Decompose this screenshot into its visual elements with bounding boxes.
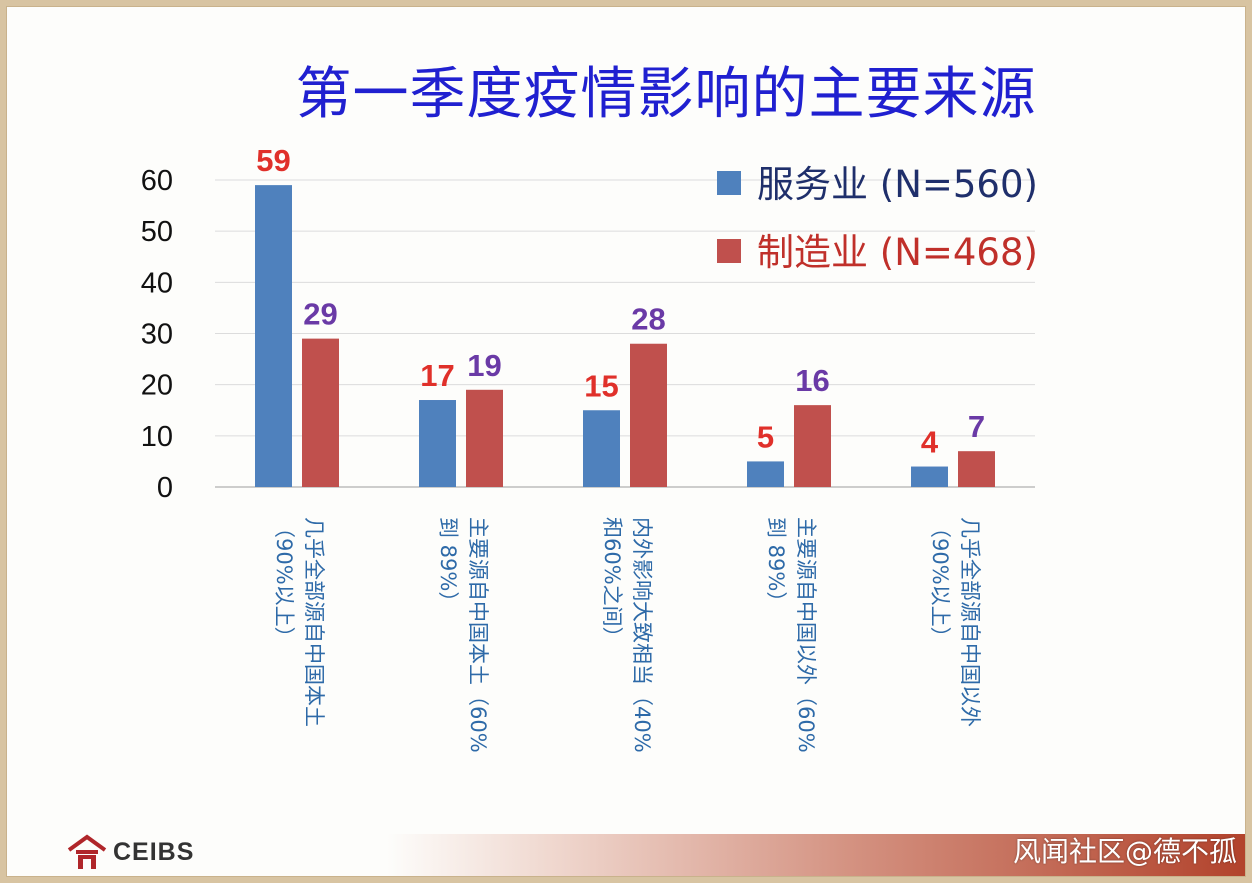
ceibs-logo: CEIBS <box>67 832 194 872</box>
x-tick-label: 几乎全部源自中国本土 <box>302 517 326 727</box>
footer-band <box>387 834 1245 876</box>
y-tick-label: 20 <box>141 370 173 402</box>
bar <box>794 405 831 487</box>
bar <box>747 461 784 487</box>
y-tick-label: 50 <box>141 216 173 248</box>
bar <box>958 451 995 487</box>
y-tick-label: 30 <box>141 319 173 351</box>
bar <box>911 466 948 487</box>
x-tick-label: 内外影响大致相当（40% <box>630 517 654 753</box>
x-tick-label: 主要源自中国以外（60% <box>794 517 818 753</box>
x-tick-label: 到 89%） <box>436 517 460 612</box>
logo-text: CEIBS <box>113 837 195 866</box>
data-label: 7 <box>968 409 985 444</box>
data-label: 19 <box>467 348 501 383</box>
x-tick-label: 几乎全部源自中国以外 <box>958 517 982 727</box>
data-label: 4 <box>921 425 939 460</box>
data-label: 15 <box>584 368 618 403</box>
y-tick-label: 0 <box>157 472 173 504</box>
x-tick-label: 和60%之间） <box>600 517 624 648</box>
x-tick-label: 到 89%） <box>764 517 788 612</box>
x-tick-label: 主要源自中国本土（60% <box>466 517 490 753</box>
bar <box>466 389 503 487</box>
watermark: 风闻社区@德不孤 <box>1012 835 1237 868</box>
chart-title: 第一季度疫情影响的主要来源 <box>295 62 1037 127</box>
bar <box>419 400 456 487</box>
x-tick-label: （90%以上） <box>928 517 952 648</box>
data-label: 5 <box>757 419 774 454</box>
legend-swatch <box>717 239 741 263</box>
slide: 第一季度疫情影响的主要来源 0 10 20 30 40 50 60 59 29 几乎全部源自中国本… <box>6 6 1246 877</box>
y-tick-label: 10 <box>141 421 173 453</box>
data-label: 17 <box>420 358 454 393</box>
bar <box>630 343 667 487</box>
y-tick-label: 40 <box>141 267 173 299</box>
bar <box>583 410 620 487</box>
data-label: 29 <box>303 297 337 332</box>
data-label: 16 <box>795 363 829 398</box>
x-tick-label: （90%以上） <box>272 517 296 648</box>
ceibs-logo-icon <box>67 834 107 869</box>
data-label: 28 <box>631 302 665 337</box>
bar <box>255 185 292 487</box>
bar <box>302 338 339 487</box>
y-tick-label: 60 <box>141 165 173 197</box>
data-label: 59 <box>256 143 290 178</box>
legend-swatch <box>717 171 741 195</box>
legend-label: 服务业 (N=560) <box>757 163 1038 206</box>
legend-label: 制造业 (N=468) <box>757 231 1038 274</box>
